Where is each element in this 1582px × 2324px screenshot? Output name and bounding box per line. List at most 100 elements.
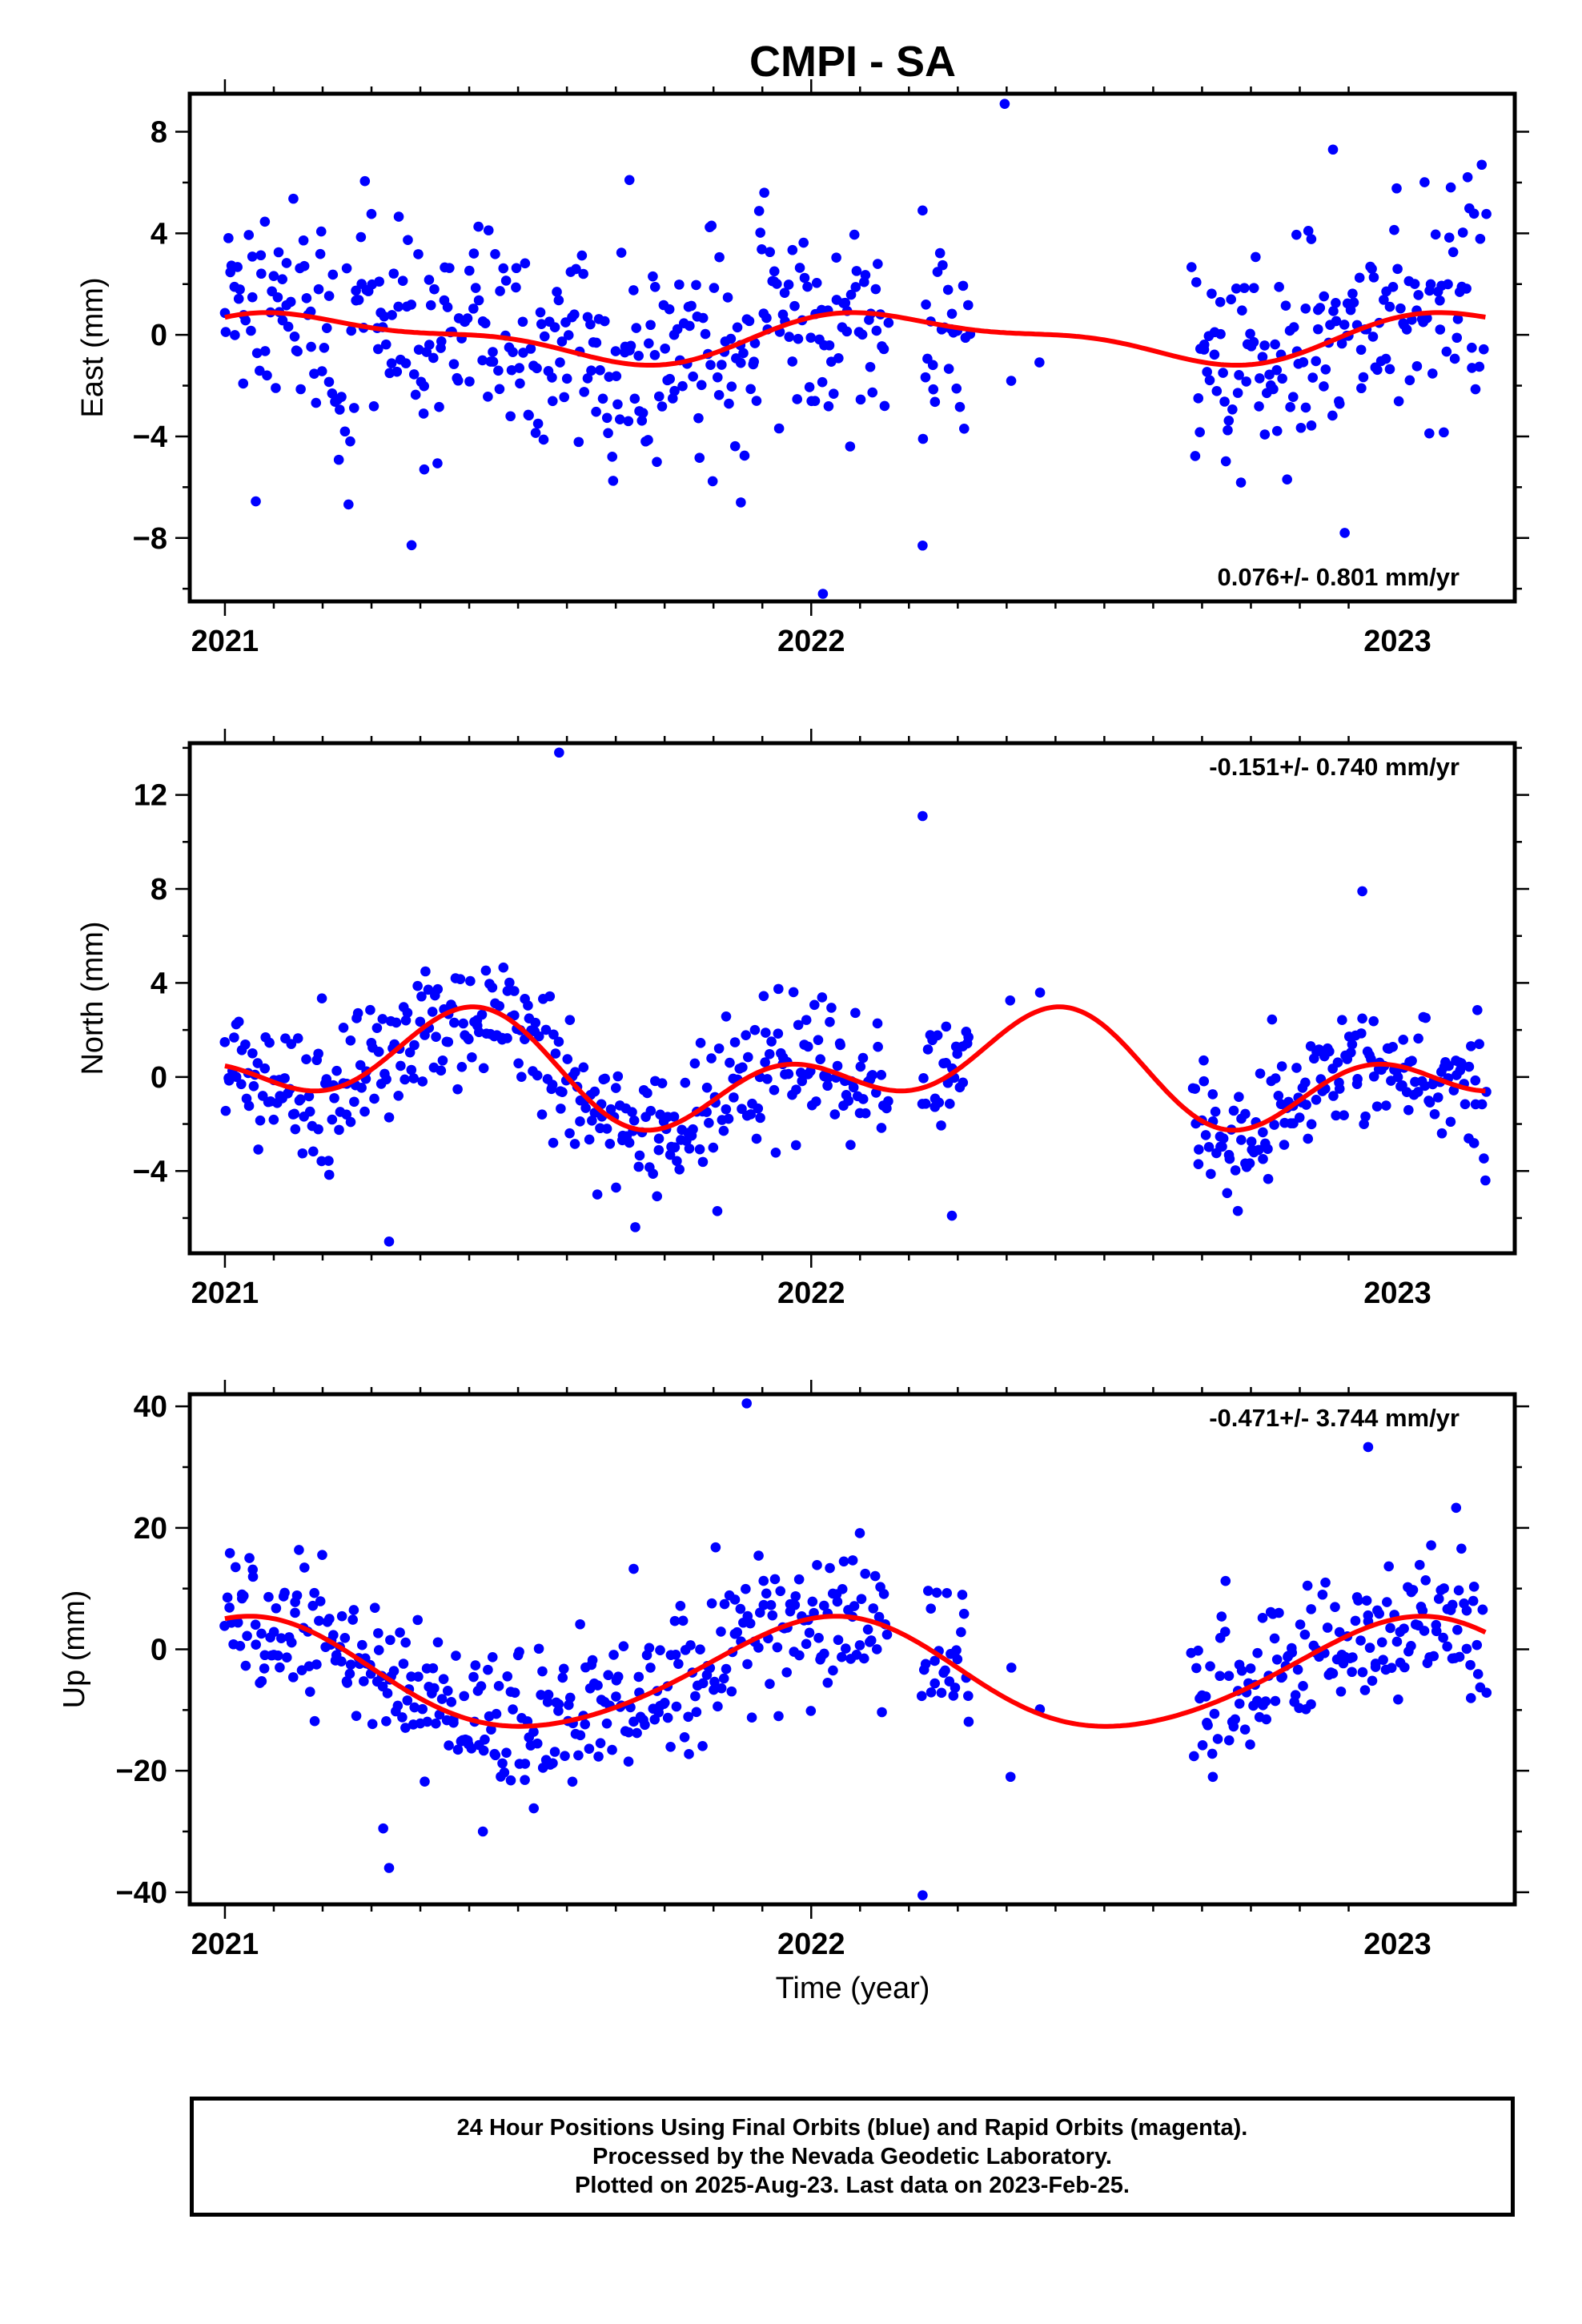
data-point xyxy=(856,1594,867,1604)
data-point xyxy=(238,1590,249,1602)
data-point xyxy=(1439,427,1449,438)
data-point xyxy=(685,1640,696,1651)
data-point xyxy=(220,1105,231,1116)
data-point xyxy=(1468,208,1480,219)
data-point xyxy=(1267,1014,1278,1025)
data-point xyxy=(419,380,429,392)
data-point-outlier xyxy=(548,1137,559,1148)
data-point xyxy=(1195,427,1205,438)
data-point xyxy=(339,426,351,437)
data-point xyxy=(314,1615,324,1626)
data-point xyxy=(1219,1626,1231,1637)
data-point xyxy=(749,338,761,348)
data-point xyxy=(301,293,312,304)
data-point xyxy=(1367,332,1379,342)
data-point xyxy=(1387,282,1399,292)
data-point xyxy=(956,1626,966,1638)
data-point xyxy=(369,1602,380,1613)
data-point xyxy=(694,1144,705,1155)
data-point xyxy=(429,1683,440,1694)
data-point xyxy=(1236,1665,1247,1676)
data-point xyxy=(601,1718,612,1729)
data-point xyxy=(1348,297,1359,308)
data-point xyxy=(387,310,397,320)
y-tick-label: −40 xyxy=(116,1876,167,1910)
data-point xyxy=(452,375,464,386)
y-axis-label: Up (mm) xyxy=(58,1590,91,1709)
data-point xyxy=(1372,364,1383,376)
data-point xyxy=(1474,1039,1484,1049)
data-point-outlier xyxy=(419,464,430,475)
data-point xyxy=(338,1022,349,1033)
data-point xyxy=(244,1553,255,1563)
data-point xyxy=(1467,363,1477,373)
data-point xyxy=(1387,1041,1398,1052)
data-point xyxy=(1270,339,1280,350)
y-tick-label: 0 xyxy=(151,1634,167,1667)
data-point xyxy=(1199,1055,1209,1066)
data-point xyxy=(697,1156,709,1168)
data-point xyxy=(817,376,828,388)
data-point xyxy=(299,260,310,271)
data-point xyxy=(1218,1133,1229,1144)
data-point xyxy=(1200,1130,1211,1140)
data-point xyxy=(584,1743,595,1754)
data-point xyxy=(295,384,306,395)
data-point xyxy=(243,1100,255,1112)
data-point xyxy=(1378,1655,1388,1665)
data-point xyxy=(564,1015,576,1025)
data-point xyxy=(1311,356,1322,367)
data-point xyxy=(1223,415,1235,426)
y-tick-label: −20 xyxy=(116,1755,167,1788)
data-point xyxy=(1419,1080,1430,1092)
data-point xyxy=(1382,1597,1392,1607)
data-point xyxy=(690,1691,701,1702)
data-point xyxy=(444,263,455,273)
data-point xyxy=(525,344,536,354)
data-point xyxy=(928,384,939,395)
data-point xyxy=(424,340,435,350)
data-point xyxy=(285,296,296,308)
data-point xyxy=(1320,364,1331,375)
data-point xyxy=(930,1655,940,1667)
data-point xyxy=(582,373,593,384)
data-point xyxy=(840,297,851,308)
data-point xyxy=(219,1037,231,1047)
data-point xyxy=(553,1699,564,1710)
data-point xyxy=(434,1709,445,1720)
data-point xyxy=(845,1140,856,1151)
data-point xyxy=(371,1023,383,1033)
data-point xyxy=(707,476,718,487)
data-point xyxy=(289,332,300,342)
data-point xyxy=(833,1634,844,1646)
data-point xyxy=(1391,183,1402,194)
data-point xyxy=(749,356,759,368)
plot-frame xyxy=(187,741,1517,1256)
data-point xyxy=(744,316,755,327)
data-point xyxy=(664,304,675,315)
data-point xyxy=(449,1017,460,1028)
data-point xyxy=(256,1676,267,1687)
data-point xyxy=(749,1024,761,1035)
data-point xyxy=(963,1716,974,1727)
data-point xyxy=(336,392,347,402)
data-point xyxy=(860,270,871,280)
data-point xyxy=(1259,429,1271,440)
data-point xyxy=(591,406,601,417)
data-point xyxy=(811,1096,821,1107)
data-point xyxy=(242,1630,252,1642)
data-point xyxy=(351,1711,362,1721)
data-point xyxy=(223,233,234,243)
data-point xyxy=(1456,1543,1467,1554)
data-point xyxy=(760,1057,770,1068)
data-point xyxy=(259,1063,271,1074)
data-point xyxy=(511,263,522,274)
data-point xyxy=(1334,1626,1345,1638)
data-point xyxy=(288,193,299,204)
data-point xyxy=(473,295,484,306)
data-point xyxy=(677,380,688,392)
data-point xyxy=(412,980,423,991)
data-point xyxy=(1357,1667,1368,1678)
data-point xyxy=(633,351,644,361)
data-point xyxy=(1347,288,1358,299)
